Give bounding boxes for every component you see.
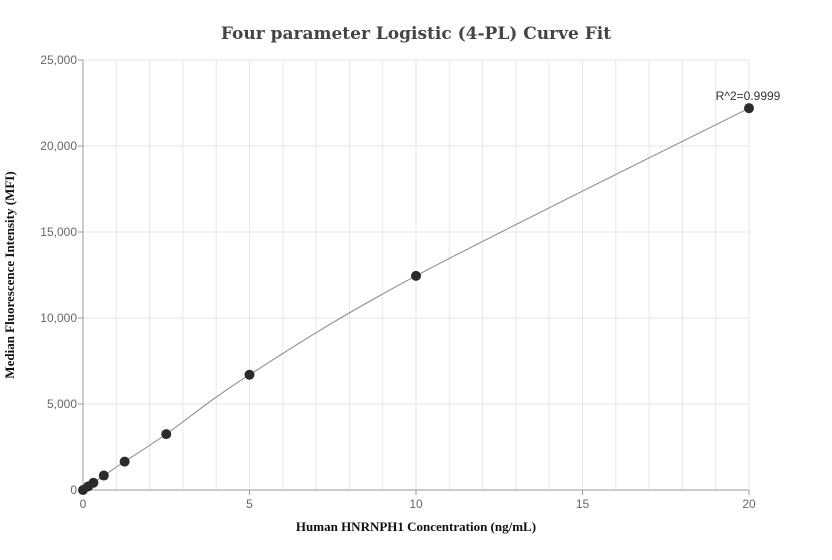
x-tick-label: 0 (80, 497, 87, 511)
y-tick-label: 5,000 (47, 397, 77, 411)
r-squared-annotation: R^2=0.9999 (716, 89, 781, 103)
x-tick-label: 5 (246, 497, 253, 511)
data-point (744, 103, 754, 113)
chart-title: Four parameter Logistic (4-PL) Curve Fit (221, 24, 611, 44)
y-axis-title: Median Fluorescence Intensity (MFI) (2, 171, 17, 378)
x-tick-label: 20 (742, 497, 756, 511)
y-tick-label: 25,000 (40, 53, 77, 67)
data-point (245, 370, 255, 380)
y-tick-label: 15,000 (40, 225, 77, 239)
y-tick-label: 20,000 (40, 139, 77, 153)
y-tick-label: 0 (70, 483, 77, 497)
y-tick-label: 10,000 (40, 311, 77, 325)
x-tick-label: 15 (576, 497, 590, 511)
x-axis-title: Human HNRNPH1 Concentration (ng/mL) (296, 519, 536, 534)
data-point (161, 429, 171, 439)
data-point (88, 478, 98, 488)
data-point (411, 271, 421, 281)
data-point (99, 471, 109, 481)
x-tick-label: 10 (409, 497, 423, 511)
data-point (120, 457, 130, 467)
